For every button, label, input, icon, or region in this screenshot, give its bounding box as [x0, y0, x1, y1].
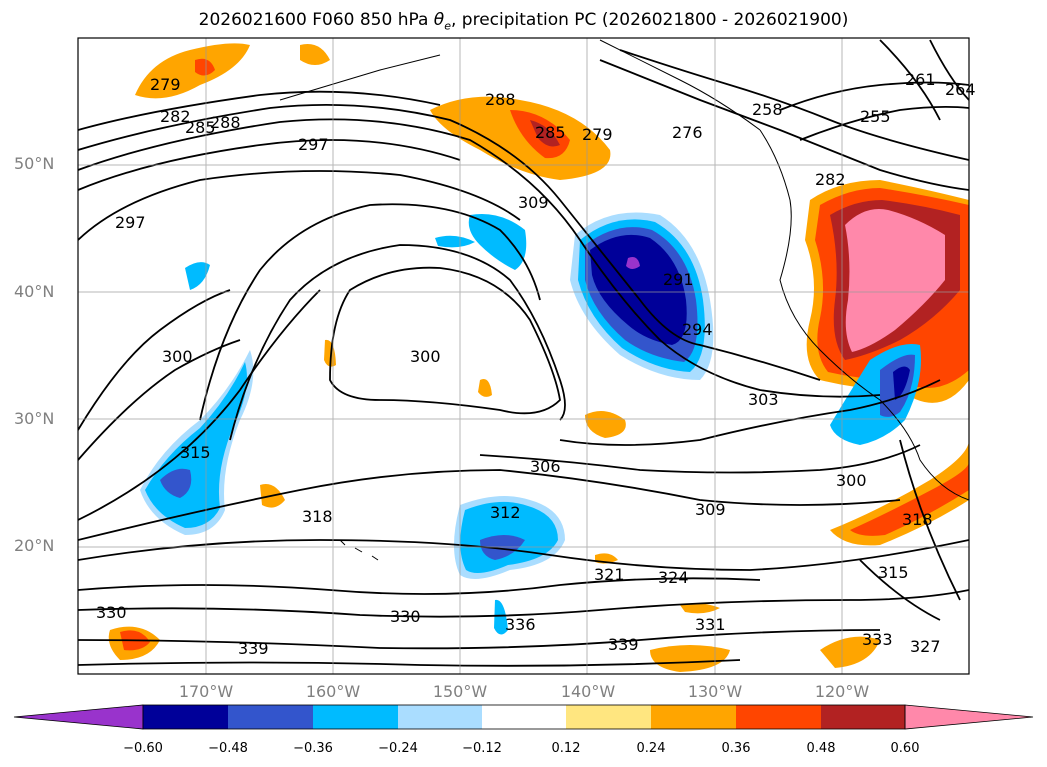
contour-label: 261 — [905, 70, 936, 89]
lat-tick-40: 40°N — [14, 282, 55, 301]
contour-label: 276 — [672, 123, 703, 142]
colorbar-label: −0.48 — [208, 741, 248, 756]
lon-tick-150w: 150°W — [432, 682, 488, 701]
contour-label: 297 — [298, 135, 329, 154]
contour-label: 327 — [910, 637, 941, 656]
gridlines — [78, 38, 969, 674]
contour-label: 309 — [695, 500, 726, 519]
colorbar-swatch — [566, 705, 651, 729]
contour-label: 294 — [682, 320, 713, 339]
contour-label: 306 — [530, 457, 561, 476]
colorbar-label: 0.24 — [636, 741, 666, 756]
contour-label: 300 — [162, 347, 193, 366]
colorbar-swatch — [228, 705, 313, 729]
contour-label: 300 — [410, 347, 441, 366]
contour-label: 300 — [836, 471, 867, 490]
contour-labels: 279 282 285 288 288 285 279 276 258 261 … — [96, 70, 976, 658]
colorbar — [13, 704, 1034, 730]
contour-label: 288 — [485, 90, 516, 109]
contour-label: 318 — [302, 507, 333, 526]
contour-label: 321 — [594, 565, 625, 584]
contour-label: 288 — [210, 113, 241, 132]
map-title: 2026021600 F060 850 hPa θe, precipitatio… — [198, 10, 849, 33]
lon-tick-140w: 140°W — [560, 682, 616, 701]
colorbar-label: −0.60 — [123, 741, 163, 756]
lon-tick-170w: 170°W — [178, 682, 234, 701]
colorbar-swatch — [313, 705, 398, 729]
colorbar-label: −0.24 — [378, 741, 418, 756]
contour-label: 291 — [663, 270, 694, 289]
colorbar-frame — [142, 704, 906, 730]
contour-label: 331 — [695, 615, 726, 634]
contour-label: 324 — [658, 568, 689, 587]
contour-label: 330 — [390, 607, 421, 626]
colorbar-label: 0.48 — [806, 741, 836, 756]
colorbar-swatch — [736, 705, 821, 729]
contour-label: 318 — [902, 510, 933, 529]
lon-tick-160w: 160°W — [305, 682, 361, 701]
precip-shading — [108, 43, 969, 672]
theta-e-contours — [78, 39, 969, 667]
contour-label: 279 — [582, 125, 613, 144]
map-frame — [77, 37, 970, 675]
colorbar-label: −0.12 — [462, 741, 502, 756]
colorbar-swatch — [482, 705, 566, 729]
contour-label: 315 — [878, 563, 909, 582]
colorbar-extend-right — [904, 704, 1034, 730]
contour-label: 282 — [815, 170, 846, 189]
contour-label: 285 — [185, 118, 216, 137]
lat-tick-20: 20°N — [14, 536, 55, 555]
contour-label: 285 — [535, 123, 566, 142]
colorbar-extend-left — [13, 704, 144, 730]
contour-label: 279 — [150, 75, 181, 94]
contour-label: 333 — [862, 630, 893, 649]
coastlines — [279, 39, 969, 561]
contour-label: 330 — [96, 603, 127, 622]
colorbar-label: 0.36 — [721, 741, 751, 756]
contour-label: 264 — [945, 80, 976, 99]
colorbar-swatch — [143, 705, 228, 729]
contour-label: 258 — [752, 100, 783, 119]
colorbar-label: 0.60 — [890, 741, 920, 756]
colorbar-swatch — [651, 705, 736, 729]
lon-tick-120w: 120°W — [814, 682, 870, 701]
contour-label: 312 — [490, 503, 521, 522]
contour-label: 255 — [860, 107, 891, 126]
contour-label: 336 — [505, 615, 536, 634]
contour-label: 339 — [608, 635, 639, 654]
colorbar-label: 0.12 — [551, 741, 581, 756]
colorbar-swatch — [821, 705, 905, 729]
lat-tick-50: 50°N — [14, 154, 55, 173]
contour-label: 297 — [115, 213, 146, 232]
colorbar-swatch — [398, 705, 482, 729]
contour-label: 339 — [238, 639, 269, 658]
colorbar-label: −0.36 — [293, 741, 333, 756]
lat-tick-30: 30°N — [14, 409, 55, 428]
contour-label: 309 — [518, 193, 549, 212]
contour-label: 282 — [160, 107, 191, 126]
contour-label: 315 — [180, 443, 211, 462]
contour-label: 303 — [748, 390, 779, 409]
lon-tick-130w: 130°W — [687, 682, 743, 701]
